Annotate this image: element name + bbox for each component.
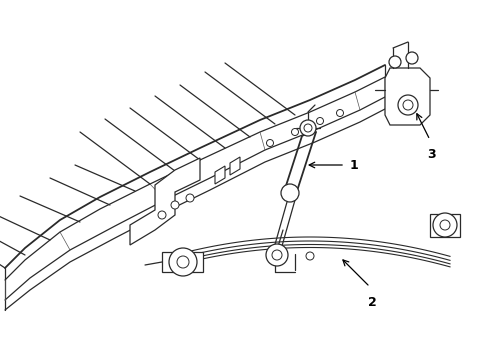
Polygon shape [130, 158, 200, 245]
Circle shape [317, 117, 323, 125]
Polygon shape [430, 214, 460, 237]
Circle shape [306, 252, 314, 260]
Circle shape [272, 250, 282, 260]
Text: 1: 1 [350, 158, 359, 171]
Circle shape [337, 109, 343, 117]
Circle shape [281, 184, 299, 202]
Circle shape [398, 95, 418, 115]
Circle shape [186, 194, 194, 202]
Circle shape [267, 140, 273, 147]
Text: 3: 3 [428, 148, 436, 161]
Polygon shape [230, 157, 240, 175]
Circle shape [433, 213, 457, 237]
Circle shape [292, 129, 298, 135]
Circle shape [403, 100, 413, 110]
Polygon shape [385, 68, 430, 125]
Circle shape [177, 256, 189, 268]
Circle shape [389, 56, 401, 68]
Circle shape [169, 248, 197, 276]
Circle shape [304, 124, 312, 132]
Circle shape [300, 120, 316, 136]
Circle shape [158, 211, 166, 219]
Text: 2: 2 [368, 296, 376, 309]
Circle shape [440, 220, 450, 230]
Polygon shape [162, 252, 203, 272]
Circle shape [171, 201, 179, 209]
Polygon shape [215, 166, 225, 184]
Circle shape [406, 52, 418, 64]
Circle shape [266, 244, 288, 266]
